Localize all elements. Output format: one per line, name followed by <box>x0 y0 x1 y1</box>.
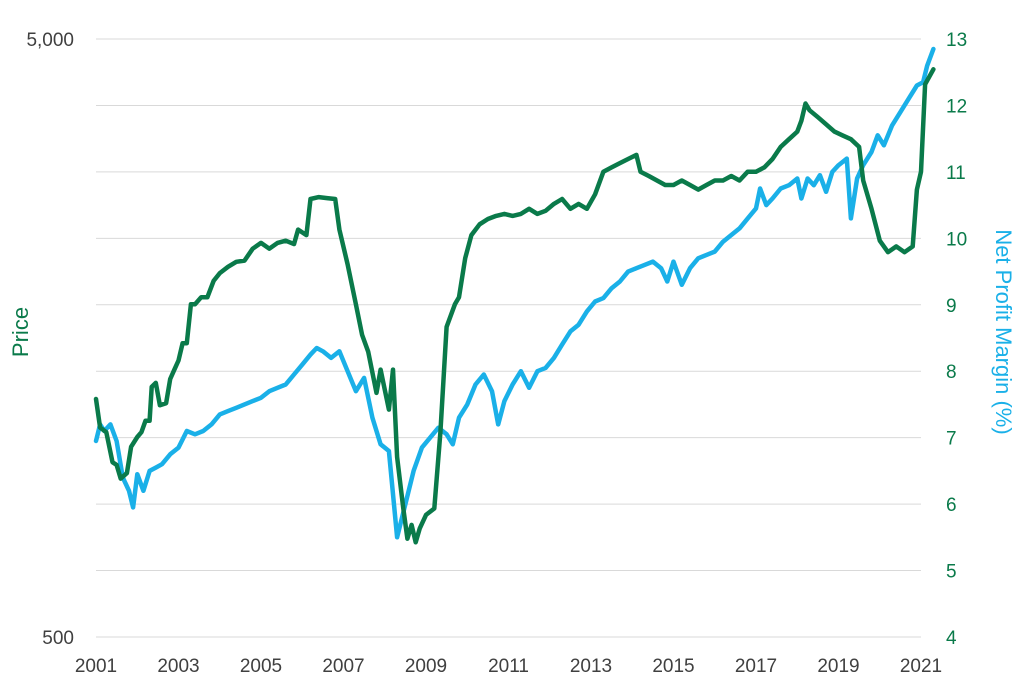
y-left-tick-label: 5,000 <box>26 30 74 51</box>
x-tick-label: 2001 <box>75 656 117 677</box>
y-right-tick-label: 9 <box>946 296 957 317</box>
y-right-tick-label: 6 <box>946 495 957 516</box>
y-axis-left-title: Price <box>8 307 33 357</box>
series-layer <box>93 46 936 545</box>
y-right-tick-label: 10 <box>946 229 967 250</box>
y-right-tick-label: 7 <box>946 429 957 450</box>
x-tick-label: 2021 <box>900 656 942 677</box>
y-right-tick-label: 12 <box>946 96 967 117</box>
y-right-tick-label: 13 <box>946 30 967 51</box>
y-right-tick-label: 5 <box>946 562 957 583</box>
y-axis-right-title: Net Profit Margin (%) <box>991 229 1016 434</box>
y-right-tick-label: 11 <box>946 163 966 184</box>
x-tick-label: 2009 <box>405 656 447 677</box>
x-tick-label: 2013 <box>570 656 612 677</box>
x-tick-label: 2015 <box>652 656 694 677</box>
x-tick-label: 2011 <box>488 656 529 677</box>
y-right-tick-label: 4 <box>946 628 957 649</box>
x-tick-label: 2019 <box>817 656 859 677</box>
x-tick-label: 2005 <box>240 656 282 677</box>
gridlines <box>96 38 921 638</box>
y-right-tick-label: 8 <box>946 362 957 383</box>
x-axis-ticks: 2001 2003 2005 2007 2009 2011 2013 2015 2017 2019… <box>75 656 942 677</box>
x-tick-label: 2007 <box>322 656 364 677</box>
price-series-line <box>93 67 936 545</box>
x-tick-label: 2003 <box>157 656 199 677</box>
y-left-tick-label: 500 <box>42 628 74 649</box>
y-axis-left-ticks: 5,000 500 <box>26 30 74 649</box>
x-tick-label: 2017 <box>735 656 777 677</box>
y-axis-right-ticks: 13 12 11 10 9 8 7 6 5 4 <box>946 30 967 649</box>
net-profit-margin-series-line <box>93 46 936 540</box>
